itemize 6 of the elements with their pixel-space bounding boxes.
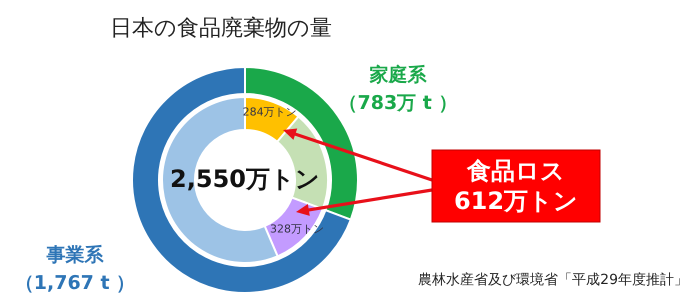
text: 2,550万トン	[170, 165, 320, 193]
text: 食品ロス 612万トン	[454, 157, 578, 215]
data-label: 事業系（1,767 t ）	[14, 244, 136, 294]
text: 農林水産省及び環境省「平成29年度推計」	[418, 272, 688, 288]
data-label: 家庭系（783万 t ）	[338, 64, 458, 114]
chart-title: 日本の食品廃棄物の量	[110, 16, 332, 41]
